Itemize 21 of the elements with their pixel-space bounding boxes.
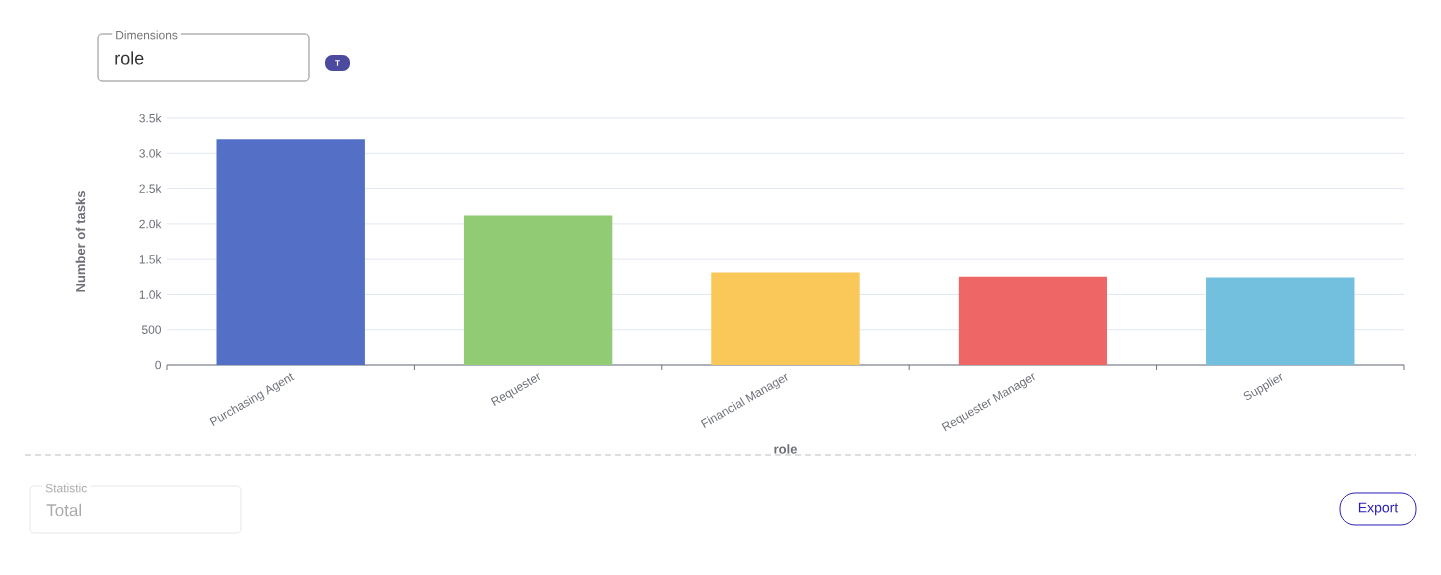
y-tick-label: 1.5k xyxy=(139,254,162,264)
bar xyxy=(216,139,365,365)
text: Dimensions xyxy=(116,30,178,40)
y-tick-label: 500 xyxy=(141,325,162,334)
y-tick-label: 2.5k xyxy=(139,184,162,193)
text: role xyxy=(115,51,144,65)
y-tick-label: 3.0k xyxy=(139,148,162,158)
x-axis-title: role xyxy=(774,444,797,454)
y-tick-label: 0 xyxy=(155,360,162,370)
y-axis-title: Number of tasks xyxy=(75,191,86,292)
text: Statistic xyxy=(45,483,87,493)
y-tick-label: 2.0k xyxy=(139,219,162,229)
text: T xyxy=(335,60,340,66)
text: Export xyxy=(1358,502,1399,516)
text: Total xyxy=(46,503,81,517)
y-tick-label: 3.5k xyxy=(139,113,162,123)
bar xyxy=(463,215,613,365)
bar xyxy=(958,276,1108,365)
bar xyxy=(711,272,860,365)
y-tick-label: 1.0k xyxy=(139,290,162,299)
bar xyxy=(1206,277,1355,365)
